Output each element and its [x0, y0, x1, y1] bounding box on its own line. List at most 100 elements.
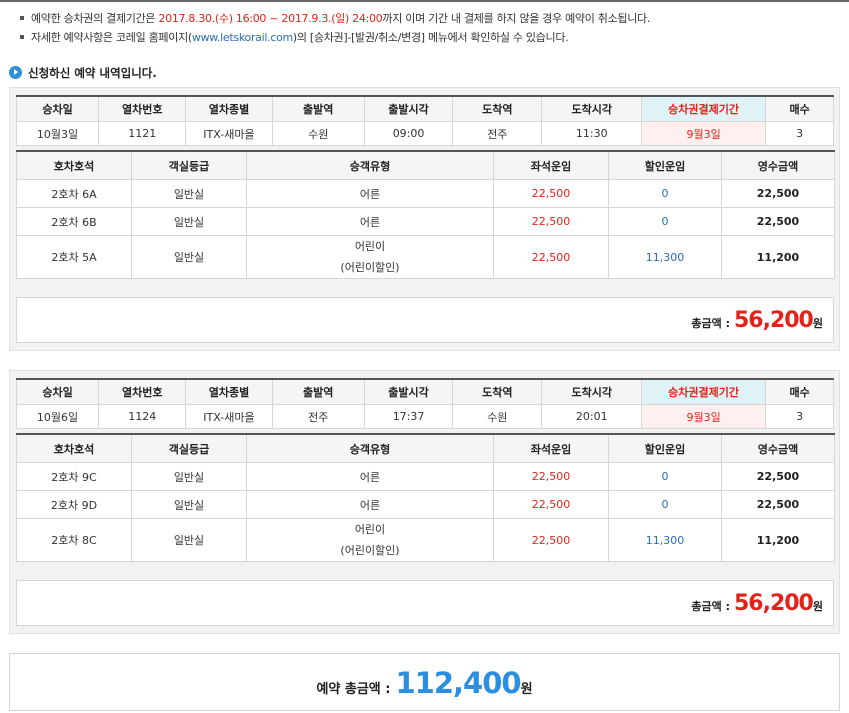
square-bullet-icon: [20, 16, 24, 20]
col-header-arr-time: 도착시각: [541, 95, 642, 122]
arrival-station: 수원: [452, 404, 543, 429]
reservation-total-box: 총금액 :56,200원: [16, 297, 834, 343]
total-amount: 56,200: [733, 308, 814, 333]
table-row: 2호차 9D 일반실 어른 22,500 0 22,500: [16, 490, 835, 519]
train-date: 10월3일: [15, 121, 100, 146]
seat-class: 일반실: [131, 235, 247, 279]
col-header-count: 매수: [765, 95, 834, 122]
reservation-total-box: 총금액 :56,200원: [16, 580, 834, 626]
discount-fare: 0: [608, 179, 722, 208]
payment-deadline: 9월3일: [640, 404, 767, 429]
col-header-dep-time: 출발시각: [363, 378, 454, 405]
col-header-discount: 할인운임: [608, 150, 722, 180]
col-header-train-type: 열차종별: [185, 378, 273, 405]
seat-table: 호차호석 객실등급 승객유형 좌석운임 할인운임 영수금액 2호차 9C 일반실…: [16, 433, 835, 562]
seat-class: 일반실: [131, 207, 247, 236]
seat-fare: 22,500: [493, 179, 609, 208]
seat-fare: 22,500: [493, 462, 609, 491]
circle-play-icon: [9, 66, 22, 79]
passenger-type: 어른: [246, 207, 494, 236]
notice-list: 예약한 승차권의 결제기간은 2017.8.30.(수) 16:00 ~ 201…: [20, 9, 650, 47]
train-header-row: 승차일 열차번호 열차종별 출발역 출발시각 도착역 도착시각 승차권결제기간 …: [15, 95, 834, 122]
discount-fare: 11,300: [608, 518, 722, 562]
arrival-time: 11:30: [541, 121, 642, 146]
col-header-seat: 호차호석: [16, 433, 132, 463]
col-header-train-type: 열차종별: [185, 95, 273, 122]
departure-time: 17:37: [363, 404, 454, 429]
seat-number: 2호차 9D: [16, 490, 132, 519]
departure-time: 09:00: [363, 121, 454, 146]
seat-header-row: 호차호석 객실등급 승객유형 좌석운임 할인운임 영수금액: [16, 150, 835, 180]
ticket-count: 3: [765, 404, 834, 429]
notice-text: 자세한 예약사항은 코레일 홈페이지(: [31, 31, 192, 44]
passenger-type-note: (어린이할인): [340, 261, 400, 274]
seat-number: 2호차 5A: [16, 235, 132, 279]
passenger-type: 어린이 (어린이할인): [246, 235, 494, 279]
grand-total-box: 예약 총금액 : 112,400원: [9, 653, 840, 711]
seat-number: 2호차 8C: [16, 518, 132, 562]
paid-amount: 22,500: [721, 462, 835, 491]
seat-fare: 22,500: [493, 518, 609, 562]
train-type: ITX-새마을: [185, 121, 273, 146]
notice-text: )의 [승차권]-[발권/취소/변경] 메뉴에서 확인하실 수 있습니다.: [292, 31, 569, 44]
table-row: 2호차 6A 일반실 어른 22,500 0 22,500: [16, 179, 835, 208]
col-header-dep-time: 출발시각: [363, 95, 454, 122]
train-number: 1124: [98, 404, 187, 429]
passenger-type: 어른: [246, 179, 494, 208]
col-header-class: 객실등급: [131, 150, 247, 180]
total-label: 총금액 :: [691, 600, 730, 613]
seat-table: 호차호석 객실등급 승객유형 좌석운임 할인운임 영수금액 2호차 6A 일반실…: [16, 150, 835, 279]
passenger-type: 어른: [246, 490, 494, 519]
col-header-date: 승차일: [15, 95, 100, 122]
train-info-table: 승차일 열차번호 열차종별 출발역 출발시각 도착역 도착시각 승차권결제기간 …: [15, 95, 834, 146]
discount-fare: 0: [608, 462, 722, 491]
grand-total-label: 예약 총금액 :: [316, 682, 391, 697]
seat-class: 일반실: [131, 179, 247, 208]
train-date: 10월6일: [15, 404, 100, 429]
col-header-arr-time: 도착시각: [541, 378, 642, 405]
col-header-train-no: 열차번호: [98, 95, 187, 122]
seat-number: 2호차 6A: [16, 179, 132, 208]
currency-unit: 원: [812, 317, 823, 330]
square-bullet-icon: [20, 35, 24, 39]
passenger-type-note: (어린이할인): [340, 544, 400, 557]
train-info-table: 승차일 열차번호 열차종별 출발역 출발시각 도착역 도착시각 승차권결제기간 …: [15, 378, 834, 429]
currency-unit: 원: [520, 682, 533, 697]
grand-total-amount: 112,400: [395, 666, 522, 700]
col-header-arrival: 도착역: [452, 95, 543, 122]
train-row: 10월6일 1124 ITX-새마을 전주 17:37 수원 20:01 9월3…: [15, 404, 834, 429]
reservation-total: 총금액 :56,200원: [691, 591, 823, 621]
col-header-train-no: 열차번호: [98, 378, 187, 405]
table-row: 2호차 6B 일반실 어른 22,500 0 22,500: [16, 207, 835, 236]
col-header-payment-deadline: 승차권결제기간: [640, 95, 767, 122]
col-header-paid: 영수금액: [721, 150, 835, 180]
train-type: ITX-새마을: [185, 404, 273, 429]
seat-number: 2호차 6B: [16, 207, 132, 236]
paid-amount: 22,500: [721, 207, 835, 236]
reservation-total: 총금액 :56,200원: [691, 308, 823, 338]
grand-total: 예약 총금액 : 112,400원: [10, 666, 839, 700]
top-divider: [0, 0, 849, 2]
payment-period: 2017.8.30.(수) 16:00 ~ 2017.9.3.(일) 24:00: [158, 12, 383, 25]
discount-fare: 0: [608, 207, 722, 236]
passenger-type: 어른: [246, 462, 494, 491]
total-amount: 56,200: [733, 591, 814, 616]
passenger-type-label: 어린이: [354, 523, 386, 536]
arrival-station: 전주: [452, 121, 543, 146]
col-header-seat: 호차호석: [16, 150, 132, 180]
section-title-text: 신청하신 예약 내역입니다.: [28, 66, 157, 80]
discount-fare: 11,300: [608, 235, 722, 279]
seat-class: 일반실: [131, 490, 247, 519]
col-header-fare: 좌석운임: [493, 433, 609, 463]
reservation-block: 승차일 열차번호 열차종별 출발역 출발시각 도착역 도착시각 승차권결제기간 …: [9, 370, 840, 634]
departure-station: 전주: [271, 404, 365, 429]
discount-fare: 0: [608, 490, 722, 519]
seat-fare: 22,500: [493, 235, 609, 279]
seat-class: 일반실: [131, 462, 247, 491]
ticket-count: 3: [765, 121, 834, 146]
seat-fare: 22,500: [493, 490, 609, 519]
korail-homepage-link[interactable]: www.letskorail.com: [191, 31, 293, 44]
table-row: 2호차 5A 일반실 어린이 (어린이할인) 22,500 11,300 11,…: [16, 235, 835, 279]
paid-amount: 22,500: [721, 179, 835, 208]
col-header-departure: 출발역: [271, 95, 365, 122]
